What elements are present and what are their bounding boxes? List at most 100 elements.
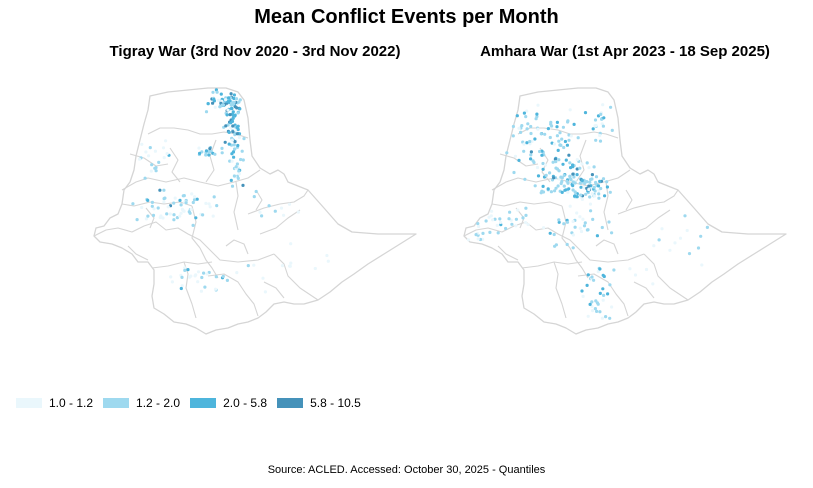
event-point bbox=[232, 143, 236, 147]
event-point bbox=[555, 134, 559, 138]
event-point bbox=[576, 136, 580, 140]
event-point bbox=[571, 172, 575, 176]
event-point bbox=[573, 181, 577, 185]
event-point bbox=[183, 266, 187, 270]
event-point bbox=[227, 130, 231, 134]
event-point bbox=[594, 299, 598, 303]
event-point bbox=[227, 96, 231, 100]
event-point bbox=[208, 147, 212, 151]
event-point bbox=[186, 268, 190, 272]
event-point bbox=[557, 158, 561, 162]
region-borders bbox=[463, 87, 787, 335]
event-point bbox=[232, 96, 236, 101]
event-point bbox=[548, 135, 552, 140]
event-point bbox=[598, 267, 602, 271]
event-point bbox=[556, 184, 560, 188]
event-point bbox=[150, 200, 154, 204]
event-point bbox=[215, 204, 219, 208]
event-point bbox=[608, 190, 612, 194]
event-point bbox=[575, 173, 579, 177]
event-point bbox=[192, 198, 197, 202]
region-boundary bbox=[147, 127, 249, 139]
event-point bbox=[504, 226, 508, 231]
event-point bbox=[603, 194, 607, 198]
event-point bbox=[561, 125, 565, 129]
event-point bbox=[562, 222, 566, 226]
event-point bbox=[225, 278, 229, 282]
event-point bbox=[594, 138, 598, 142]
event-point bbox=[228, 113, 232, 117]
event-point bbox=[524, 206, 528, 210]
event-point bbox=[159, 214, 163, 218]
event-point bbox=[573, 194, 577, 198]
event-point bbox=[157, 160, 161, 164]
event-point bbox=[562, 145, 566, 150]
event-point bbox=[593, 118, 598, 122]
event-point bbox=[596, 302, 600, 306]
event-point bbox=[232, 93, 236, 97]
event-point bbox=[594, 182, 598, 186]
event-point bbox=[510, 222, 514, 226]
region-boundary bbox=[569, 247, 589, 279]
region-boundary bbox=[205, 139, 217, 183]
event-point bbox=[229, 92, 233, 96]
event-point bbox=[203, 285, 207, 289]
event-point bbox=[559, 181, 563, 186]
event-point bbox=[578, 166, 582, 170]
event-point bbox=[140, 205, 144, 210]
event-point bbox=[562, 173, 566, 178]
event-point bbox=[179, 203, 183, 207]
event-point bbox=[495, 223, 499, 227]
event-point bbox=[571, 246, 575, 250]
region-boundary bbox=[191, 205, 201, 249]
event-point bbox=[194, 216, 198, 220]
event-point bbox=[148, 146, 152, 150]
region-boundary bbox=[643, 253, 689, 301]
event-point bbox=[532, 160, 536, 165]
event-point bbox=[146, 198, 150, 202]
event-point bbox=[533, 184, 537, 188]
event-point bbox=[595, 309, 599, 313]
region-boundary bbox=[617, 189, 679, 215]
event-point bbox=[683, 214, 687, 218]
event-point bbox=[161, 146, 166, 150]
event-point bbox=[204, 149, 209, 153]
event-point bbox=[598, 310, 602, 314]
event-point bbox=[588, 195, 592, 199]
region-boundary bbox=[233, 181, 239, 231]
legend-label-2: 1.2 - 2.0 bbox=[136, 396, 181, 410]
event-point bbox=[633, 273, 638, 277]
event-point bbox=[569, 177, 573, 182]
event-point bbox=[526, 122, 530, 126]
event-point bbox=[581, 294, 585, 298]
event-point bbox=[191, 223, 195, 227]
event-point bbox=[555, 125, 559, 129]
event-point bbox=[585, 283, 589, 287]
event-point bbox=[522, 149, 526, 153]
event-point bbox=[224, 98, 228, 102]
event-point bbox=[554, 186, 558, 190]
region-boundary bbox=[169, 147, 181, 183]
event-point bbox=[233, 140, 237, 144]
event-point bbox=[582, 186, 586, 190]
event-point bbox=[582, 224, 587, 228]
event-point bbox=[525, 127, 529, 131]
event-point bbox=[154, 166, 158, 170]
event-point bbox=[578, 181, 582, 185]
event-point bbox=[601, 177, 606, 181]
legend-label-1: 1.0 - 1.2 bbox=[49, 396, 94, 410]
event-point bbox=[538, 149, 542, 154]
event-point bbox=[236, 111, 240, 115]
event-point bbox=[548, 231, 552, 235]
event-point bbox=[604, 315, 608, 319]
event-point bbox=[578, 215, 582, 219]
event-point bbox=[536, 103, 540, 107]
region-boundary bbox=[255, 189, 263, 211]
event-point bbox=[326, 259, 330, 263]
event-point bbox=[583, 111, 588, 115]
event-point bbox=[196, 270, 201, 274]
event-point bbox=[571, 219, 575, 224]
event-point bbox=[586, 314, 590, 318]
event-point bbox=[511, 134, 515, 138]
event-point bbox=[237, 172, 241, 176]
